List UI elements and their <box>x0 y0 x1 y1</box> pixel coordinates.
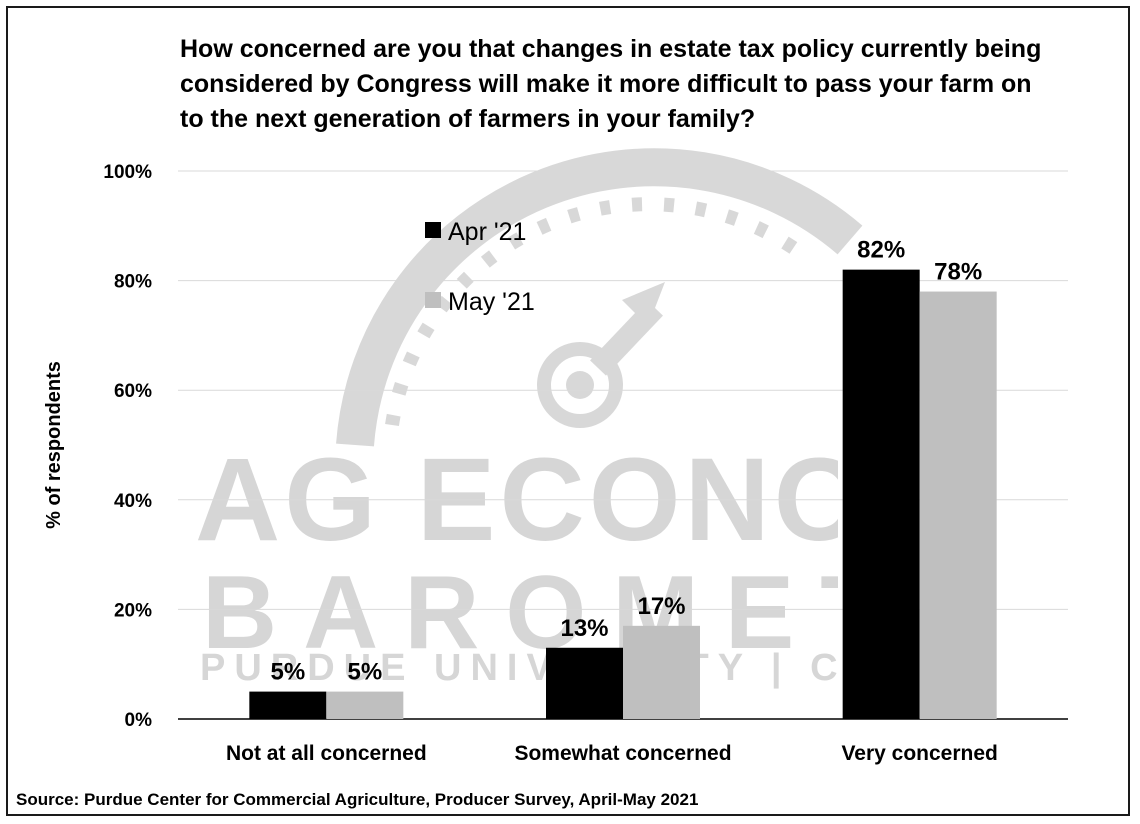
data-label-apr-21-somewhat-concerned: 13% <box>560 615 608 642</box>
watermark-line2: BAROMETER <box>202 555 1106 671</box>
data-label-apr-21-very-concerned: 82% <box>857 237 905 264</box>
watermark-line3: PURDUE UNIVERSITY | CME GROUP <box>200 647 1125 689</box>
chart-title-line-3: to the next generation of farmers in you… <box>180 105 755 133</box>
bar-may-21-not-at-all-concerned <box>326 691 404 719</box>
x-axis-categories: Not at all concerned Somewhat concerned Ve… <box>226 742 998 765</box>
legend-label-apr-21: Apr '21 <box>448 218 526 246</box>
legend-label-may-21: May '21 <box>448 288 535 316</box>
y-tick-label: 20% <box>114 600 152 621</box>
y-axis-label: % of respondents <box>43 361 65 529</box>
chart-title-line-2: considered by Congress will make it more… <box>180 70 1032 98</box>
y-tick-label: 80% <box>114 272 152 293</box>
legend-swatch-may-21 <box>425 292 441 308</box>
data-label-may-21-somewhat-concerned: 17% <box>637 593 685 620</box>
x-category-label: Not at all concerned <box>226 742 427 765</box>
y-tick-label: 60% <box>114 381 152 402</box>
data-label-may-21-not-at-all-concerned: 5% <box>347 659 382 686</box>
x-category-label: Somewhat concerned <box>514 742 731 765</box>
bar-may-21-very-concerned <box>919 291 997 719</box>
y-tick-label: 40% <box>114 491 152 512</box>
legend-swatch-apr-21 <box>425 222 441 238</box>
source-note: Source: Purdue Center for Commercial Agr… <box>16 790 698 809</box>
data-label-apr-21-not-at-all-concerned: 5% <box>270 659 305 686</box>
bar-apr-21-not-at-all-concerned <box>249 691 327 719</box>
x-category-label: Very concerned <box>841 742 997 765</box>
legend: Apr '21 May '21 <box>425 218 535 316</box>
bar-apr-21-very-concerned <box>842 269 920 719</box>
y-tick-label: 100% <box>103 162 152 183</box>
y-tick-label: 0% <box>125 710 153 731</box>
bar-may-21-somewhat-concerned <box>623 625 700 719</box>
bars <box>249 269 997 719</box>
chart-title-line-1: How concerned are you that changes in es… <box>180 35 1041 63</box>
y-axis-ticks: 0% 20% 40% 60% 80% 100% <box>103 162 152 731</box>
data-labels: 5% 5% 13% 17% 82% 78% <box>270 237 982 686</box>
bar-apr-21-somewhat-concerned <box>546 647 623 719</box>
barometer-gauge-icon <box>336 148 863 447</box>
data-label-may-21-very-concerned: 78% <box>934 259 982 286</box>
